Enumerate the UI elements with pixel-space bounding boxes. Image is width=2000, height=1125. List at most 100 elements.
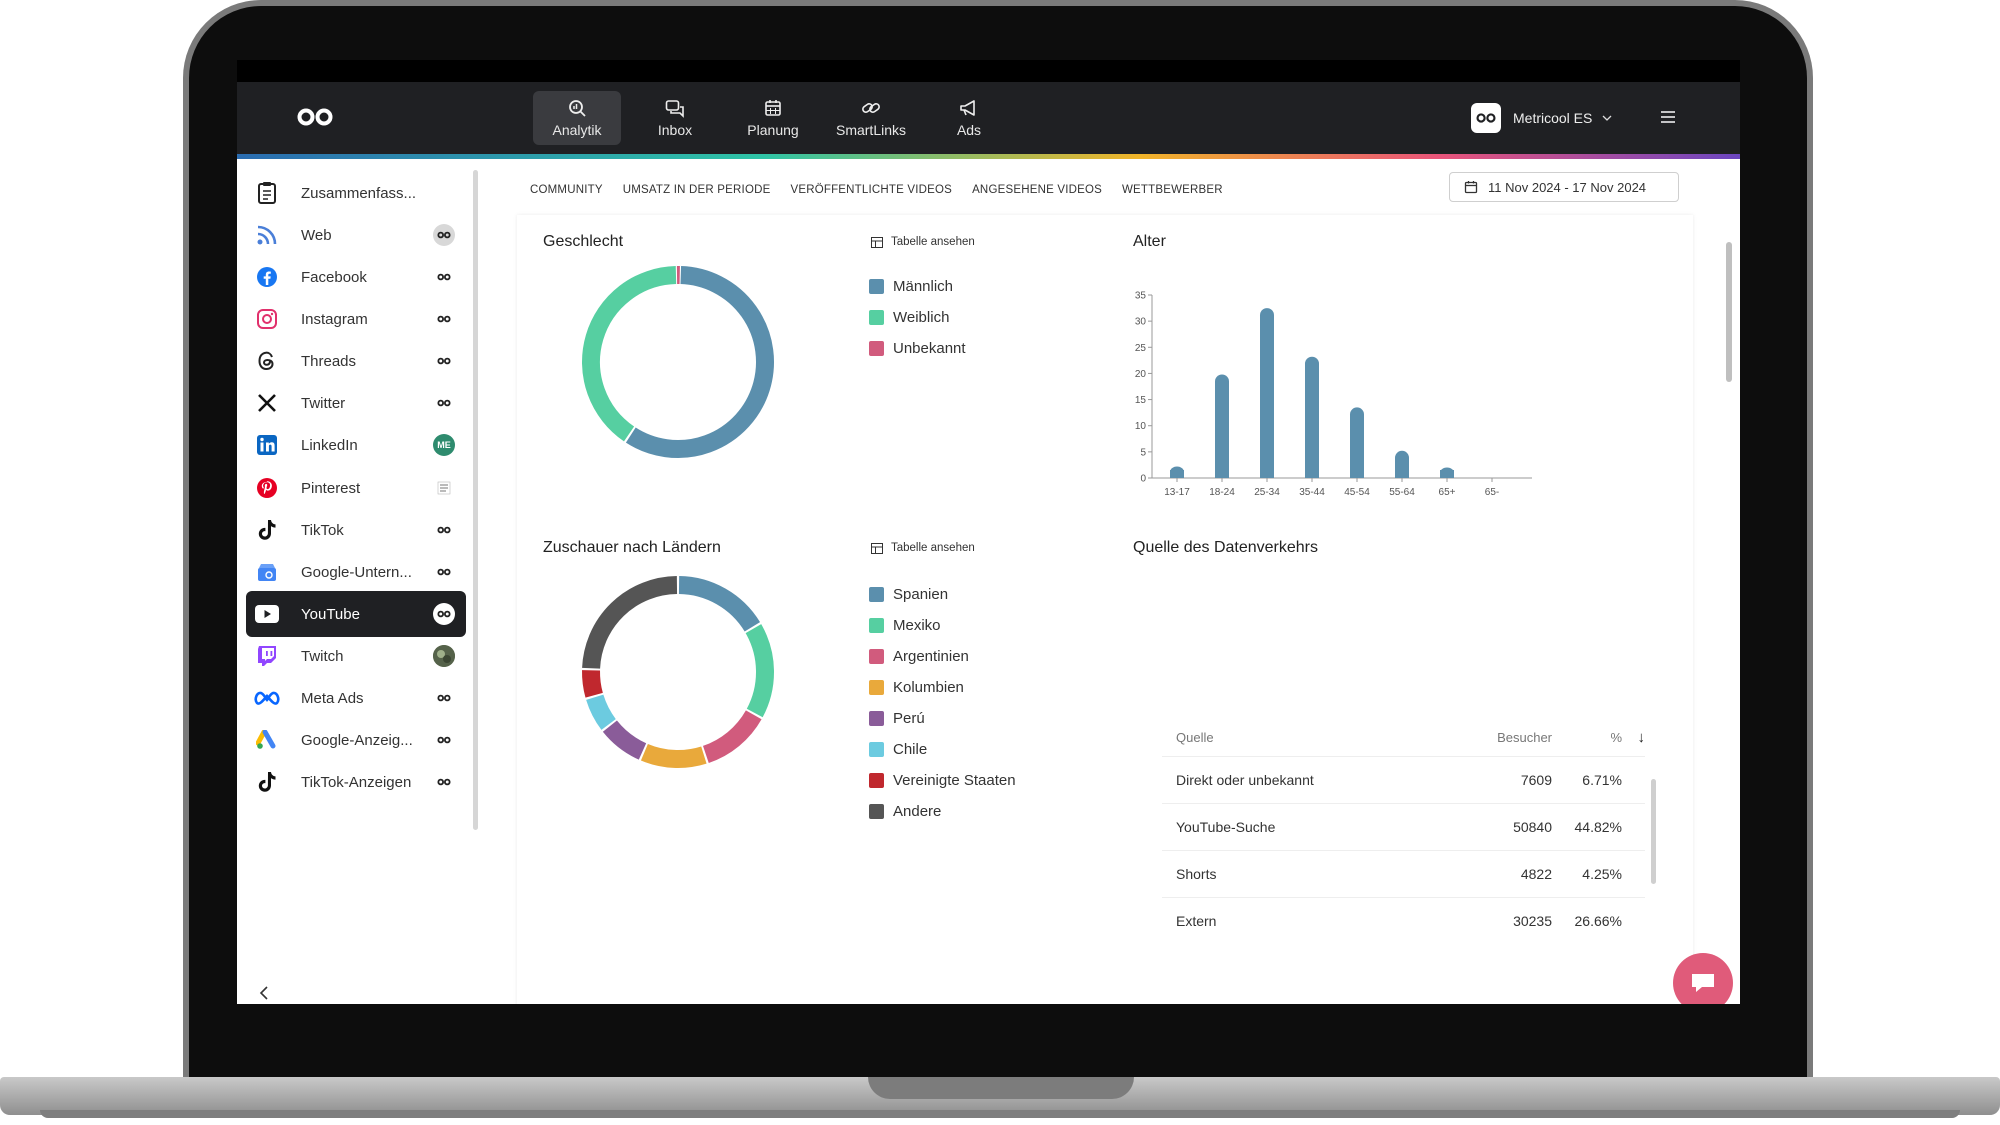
x-tick-label: 65- <box>1485 487 1499 498</box>
donut-slice-chile[interactable] <box>586 694 617 730</box>
donut-slice-vereinigte-staaten[interactable] <box>582 670 603 698</box>
sidebar-item-tiktok-ads[interactable]: TikTok-Anzeigen <box>246 759 466 805</box>
legend-item[interactable]: Andere <box>869 796 1016 827</box>
sidebar-scrollbar[interactable] <box>473 170 478 830</box>
sidebar-item-label: TikTok <box>301 521 344 539</box>
column-header-source[interactable]: Quelle <box>1176 730 1214 745</box>
cell-visitors: 30235 <box>1513 913 1552 929</box>
gender-donut-chart <box>582 266 774 458</box>
legend-label: Männlich <box>893 278 954 295</box>
sidebar-item-linkedin[interactable]: LinkedIn ME <box>246 422 466 468</box>
cell-percent: 4.25% <box>1582 866 1622 882</box>
donut-slice-andere[interactable] <box>582 576 678 669</box>
sidebar-item-facebook[interactable]: Facebook <box>246 254 466 300</box>
sidebar-item-tiktok[interactable]: TikTok <box>246 507 466 553</box>
gender-table-link[interactable]: Tabelle ansehen <box>871 236 975 248</box>
tab-viewed-videos[interactable]: ANGESEHENE VIDEOS <box>972 184 1102 196</box>
nav-analytik[interactable]: Analytik <box>533 91 621 145</box>
page-scrollbar[interactable] <box>1726 242 1732 382</box>
legend-item[interactable]: Männlich <box>869 271 966 302</box>
sidebar-item-pinterest[interactable]: Pinterest <box>246 465 466 511</box>
legend-item[interactable]: Chile <box>869 734 1016 765</box>
legend-item[interactable]: Spanien <box>869 579 1016 610</box>
donut-slice-weiblich[interactable] <box>582 266 677 442</box>
donut-slice-argentinien[interactable] <box>702 710 762 763</box>
sidebar-item-threads[interactable]: Threads <box>246 338 466 384</box>
column-header-percent[interactable]: % <box>1610 730 1622 745</box>
legend-label: Andere <box>893 803 942 820</box>
account-switcher[interactable]: Metricool ES <box>1471 103 1612 133</box>
donut-slice-mexiko[interactable] <box>745 624 774 718</box>
collapse-sidebar-icon[interactable] <box>259 984 269 1004</box>
table-row[interactable]: Shorts 4822 4.25% <box>1162 851 1645 898</box>
sidebar-item-meta-ads[interactable]: Meta Ads <box>246 675 466 721</box>
google-ads-icon <box>254 727 280 753</box>
legend-swatch <box>869 680 884 695</box>
sidebar-item-label: Google-Untern... <box>301 563 412 581</box>
sidebar-item-web[interactable]: Web <box>246 212 466 258</box>
connected-icon <box>433 266 455 288</box>
donut-slice-kolumbien[interactable] <box>640 743 707 768</box>
table-scrollbar[interactable] <box>1651 779 1656 884</box>
legend-swatch <box>869 310 884 325</box>
account-name: Metricool ES <box>1513 110 1593 126</box>
tiktok-icon <box>254 769 280 795</box>
age-bar-25-34[interactable] <box>1260 308 1274 478</box>
sidebar-item-twitter[interactable]: Twitter <box>246 380 466 426</box>
legend-item[interactable]: Weiblich <box>869 302 966 333</box>
countries-table-link[interactable]: Tabelle ansehen <box>871 542 975 554</box>
tab-published-videos[interactable]: VERÖFFENTLICHTE VIDEOS <box>790 184 953 196</box>
legend-swatch <box>869 742 884 757</box>
nav-label: Planung <box>747 122 799 138</box>
x-icon <box>254 390 280 416</box>
legend-label: Argentinien <box>893 648 969 665</box>
nav-planung[interactable]: Planung <box>729 91 817 145</box>
date-range-picker[interactable]: 11 Nov 2024 - 17 Nov 2024 <box>1449 172 1679 202</box>
legend-item[interactable]: Kolumbien <box>869 672 1016 703</box>
donut-slice-männlich[interactable] <box>625 266 774 458</box>
sort-arrow-down-icon[interactable]: ↓ <box>1637 729 1646 746</box>
donut-slice-perú[interactable] <box>602 720 647 760</box>
table-row[interactable]: YouTube-Suche 50840 44.82% <box>1162 804 1645 851</box>
age-bar-45-54[interactable] <box>1350 407 1364 478</box>
link-icon <box>862 103 880 113</box>
x-tick-label: 55-64 <box>1389 487 1415 498</box>
linkedin-icon <box>254 432 280 458</box>
tab-revenue[interactable]: UMSATZ IN DER PERIODE <box>622 184 771 196</box>
instagram-icon <box>254 306 280 332</box>
column-header-visitors[interactable]: Besucher <box>1497 730 1552 745</box>
tab-community[interactable]: COMMUNITY <box>530 184 603 196</box>
sidebar-item-google-ads[interactable]: Google-Anzeig... <box>246 717 466 763</box>
nav-ads[interactable]: Ads <box>925 91 1013 145</box>
donut-slice-spanien[interactable] <box>678 576 761 632</box>
chat-support-button[interactable] <box>1673 953 1733 1004</box>
cell-visitors: 50840 <box>1513 819 1552 835</box>
legend-item[interactable]: Argentinien <box>869 641 1016 672</box>
table-icon <box>871 236 883 248</box>
megaphone-icon <box>960 100 975 116</box>
sidebar-item-summary[interactable]: Zusammenfass... <box>246 170 466 216</box>
table-row[interactable]: Direkt oder unbekannt 7609 6.71% <box>1162 757 1645 804</box>
hamburger-menu-icon[interactable] <box>1660 110 1676 124</box>
nav-inbox[interactable]: Inbox <box>631 91 719 145</box>
legend-label: Vereinigte Staaten <box>893 772 1016 789</box>
cell-percent: 44.82% <box>1574 819 1622 835</box>
sidebar-item-youtube[interactable]: YouTube <box>246 591 466 637</box>
legend-item[interactable]: Vereinigte Staaten <box>869 765 1016 796</box>
sidebar-item-instagram[interactable]: Instagram <box>246 296 466 342</box>
nav-label: Analytik <box>552 122 602 138</box>
tab-competitors[interactable]: WETTBEWERBER <box>1122 184 1223 196</box>
metricool-logo[interactable] <box>297 106 333 128</box>
nav-smartlinks[interactable]: SmartLinks <box>827 91 915 145</box>
sidebar-item-twitch[interactable]: Twitch <box>246 633 466 679</box>
legend-item[interactable]: Mexiko <box>869 610 1016 641</box>
age-bar-35-44[interactable] <box>1305 356 1319 478</box>
sidebar-item-google-business[interactable]: Google-Untern... <box>246 549 466 595</box>
legend-item[interactable]: Perú <box>869 703 1016 734</box>
x-tick-label: 35-44 <box>1299 487 1325 498</box>
table-row[interactable]: Extern 30235 26.66% <box>1162 898 1645 941</box>
connected-icon <box>433 392 455 414</box>
age-bar-18-24[interactable] <box>1215 374 1229 478</box>
legend-item[interactable]: Unbekannt <box>869 333 966 364</box>
tiktok-icon <box>254 517 280 543</box>
